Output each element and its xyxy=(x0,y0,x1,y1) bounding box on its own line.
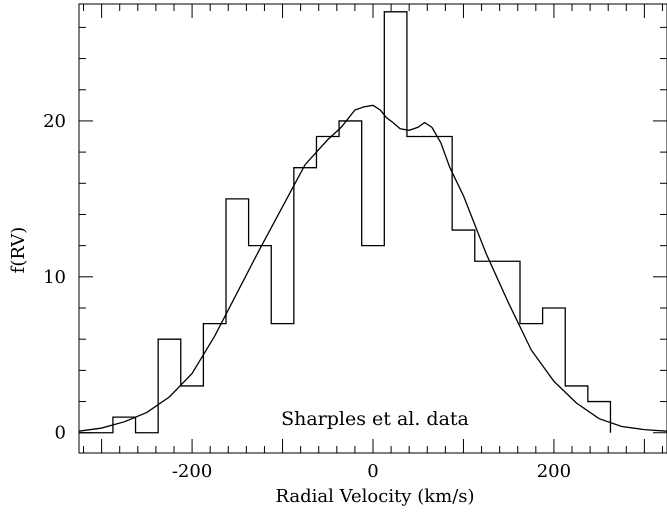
x-tick-label: 200 xyxy=(537,461,571,482)
annotation-text: Sharples et al. data xyxy=(281,408,469,430)
y-tick-label: 0 xyxy=(55,423,66,444)
tick-labels: -200 0 200 0 10 20 xyxy=(43,111,571,482)
y-axis-label: f(RV) xyxy=(8,227,29,274)
y-tick-label: 20 xyxy=(43,111,66,132)
x-tick-label: 0 xyxy=(367,461,378,482)
y-tick-label: 10 xyxy=(43,267,66,288)
x-axis-label: Radial Velocity (km/s) xyxy=(275,486,474,507)
fitted-curve xyxy=(78,104,667,432)
histogram-steps xyxy=(79,11,612,434)
x-tick-label: -200 xyxy=(172,461,212,482)
major-ticks xyxy=(79,4,667,453)
minor-ticks xyxy=(79,4,667,453)
